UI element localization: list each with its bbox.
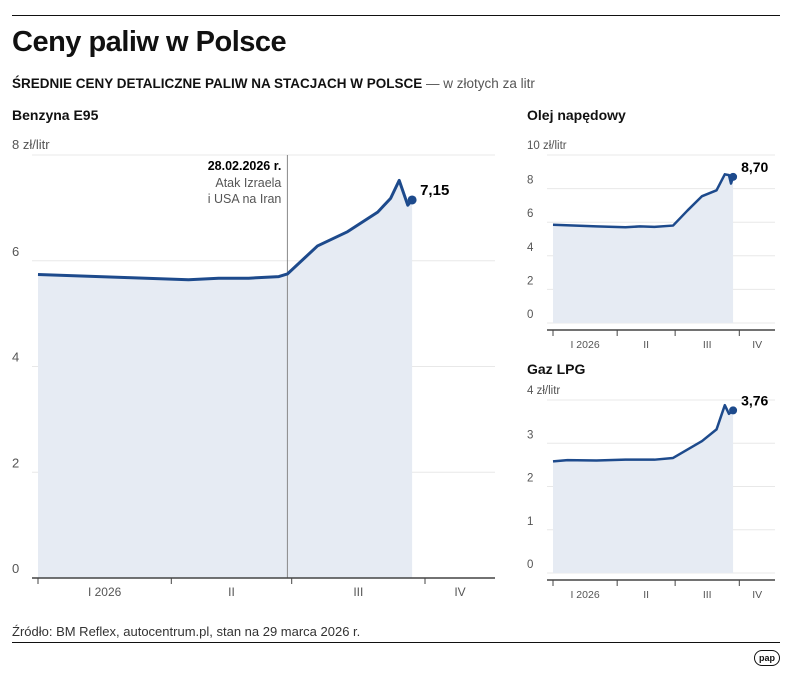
annotation-title: 28.02.2026 r. (208, 159, 282, 173)
chart-title-benzyna: Benzyna E95 (12, 107, 99, 123)
y-tick-label: 2 (527, 275, 533, 287)
x-tick-label: IV (752, 589, 762, 601)
y-tick-label: 4 (12, 350, 19, 365)
area-fill (553, 405, 734, 573)
y-unit-label: 10 zł/litr (527, 140, 567, 152)
chart-title-diesel: Olej napędowy (527, 107, 626, 123)
last-value-label: 3,76 (741, 392, 768, 408)
x-tick-label: II (643, 339, 649, 351)
x-tick-label: III (703, 589, 712, 601)
bottom-rule (12, 642, 780, 643)
y-tick-label: 1 (527, 516, 533, 528)
y-unit-label: 4 zł/litr (527, 385, 560, 397)
last-data-point (729, 172, 738, 181)
x-tick-label: III (353, 585, 363, 599)
x-tick-label: III (703, 339, 712, 351)
y-tick-label: 0 (527, 559, 533, 571)
x-tick-label: I 2026 (88, 585, 122, 599)
top-rule (12, 15, 780, 16)
x-tick-label: I 2026 (570, 589, 599, 601)
area-fill (38, 180, 413, 578)
x-tick-label: IV (752, 339, 762, 351)
page-title: Ceny paliw w Polsce (12, 26, 287, 58)
x-tick-label: II (228, 585, 235, 599)
x-tick-label: II (643, 589, 649, 601)
y-tick-label: 4 (527, 242, 534, 254)
annotation-text: i USA na Iran (208, 192, 282, 206)
annotation-text: Atak Izraela (215, 176, 281, 190)
last-value-label: 8,70 (741, 159, 768, 175)
subtitle-unit: — w złotych za litr (426, 76, 535, 91)
subtitle-text: ŚREDNIE CENY DETALICZNE PALIW NA STACJAC… (12, 76, 423, 91)
y-tick-label: 0 (527, 309, 533, 321)
series-line (37, 178, 414, 282)
y-tick-label: 6 (12, 244, 19, 259)
last-value-label: 7,15 (420, 182, 449, 199)
y-tick-label: 6 (527, 208, 533, 220)
x-tick-label: IV (454, 585, 465, 599)
x-tick-label: I 2026 (570, 339, 599, 351)
last-data-point (407, 195, 417, 205)
subtitle: ŚREDNIE CENY DETALICZNE PALIW NA STACJAC… (12, 76, 535, 91)
source-note: Źródło: BM Reflex, autocentrum.pl, stan … (12, 624, 361, 639)
y-tick-label: 8 (527, 175, 533, 187)
y-tick-label: 0 (12, 561, 19, 576)
y-tick-label: 2 (527, 473, 533, 485)
pap-logo: pap (754, 650, 780, 666)
y-unit-label: 8 zł/litr (12, 137, 50, 152)
area-fill (553, 174, 734, 323)
chart-title-lpg: Gaz LPG (527, 361, 586, 377)
y-tick-label: 3 (527, 429, 533, 441)
y-tick-label: 2 (12, 455, 19, 470)
last-data-point (729, 406, 738, 415)
